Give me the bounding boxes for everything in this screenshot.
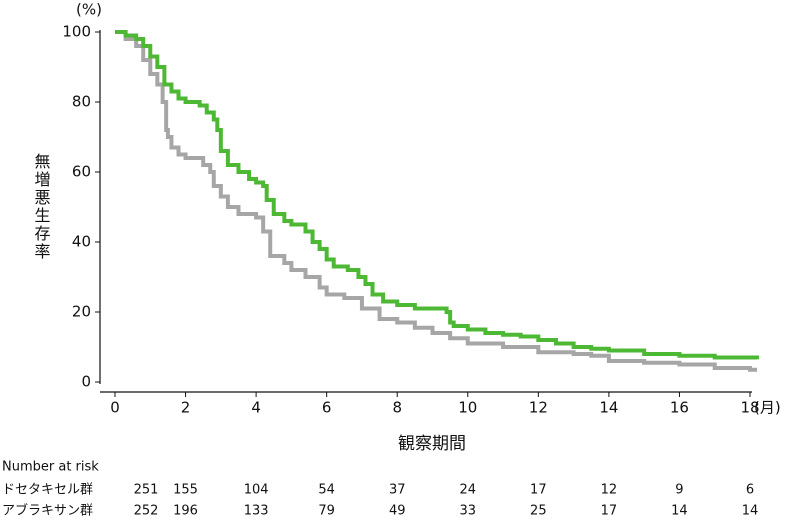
risk-count: 24 [460,483,477,498]
y-axis-label: 無増悪生存率 [32,153,51,261]
risk-count: 196 [173,504,198,519]
x-tick-label: 0 [110,399,120,417]
risk-count: 251 [134,483,159,498]
y-unit: (%) [76,1,102,19]
risk-count: 155 [173,483,198,498]
risk-count: 49 [389,504,406,519]
risk-count: 252 [134,504,159,519]
risk-count: 37 [389,483,406,498]
x-tick-label: 6 [322,399,332,417]
x-unit: (月) [754,399,781,417]
risk-count: 25 [530,504,547,519]
risk-title: Number at risk [2,460,99,475]
y-tick-label: 60 [72,163,91,181]
survival-curve [115,30,760,360]
x-tick-label: 2 [181,399,191,417]
x-tick-label: 4 [251,399,261,417]
x-tick-label: 10 [458,399,477,417]
y-tick-label: 40 [72,233,91,251]
risk-row-label: ドセタキセル群 [2,483,93,498]
risk-count: 17 [530,483,547,498]
risk-count: 79 [318,504,335,519]
x-tick-label: 18 [740,399,759,417]
x-axis-label: 観察期間 [398,434,466,454]
y-tick-label: 20 [72,303,91,321]
y-tick-label: 100 [62,23,91,41]
risk-count: 54 [318,483,335,498]
x-tick-label: 12 [529,399,548,417]
survival-curve [115,30,758,372]
risk-count: 12 [601,483,618,498]
x-tick-label: 8 [392,399,402,417]
y-tick-label: 80 [72,93,91,111]
risk-count: 133 [244,504,269,519]
risk-count: 6 [746,483,754,498]
risk-count: 14 [671,504,688,519]
risk-count: 33 [460,504,477,519]
risk-count: 14 [742,504,759,519]
risk-count: 17 [601,504,618,519]
x-tick-label: 14 [599,399,618,417]
risk-count: 104 [244,483,269,498]
y-tick-label: 0 [81,373,91,391]
risk-count: 9 [675,483,683,498]
risk-row-label: アブラキサン群 [2,503,93,519]
x-tick-label: 16 [670,399,689,417]
